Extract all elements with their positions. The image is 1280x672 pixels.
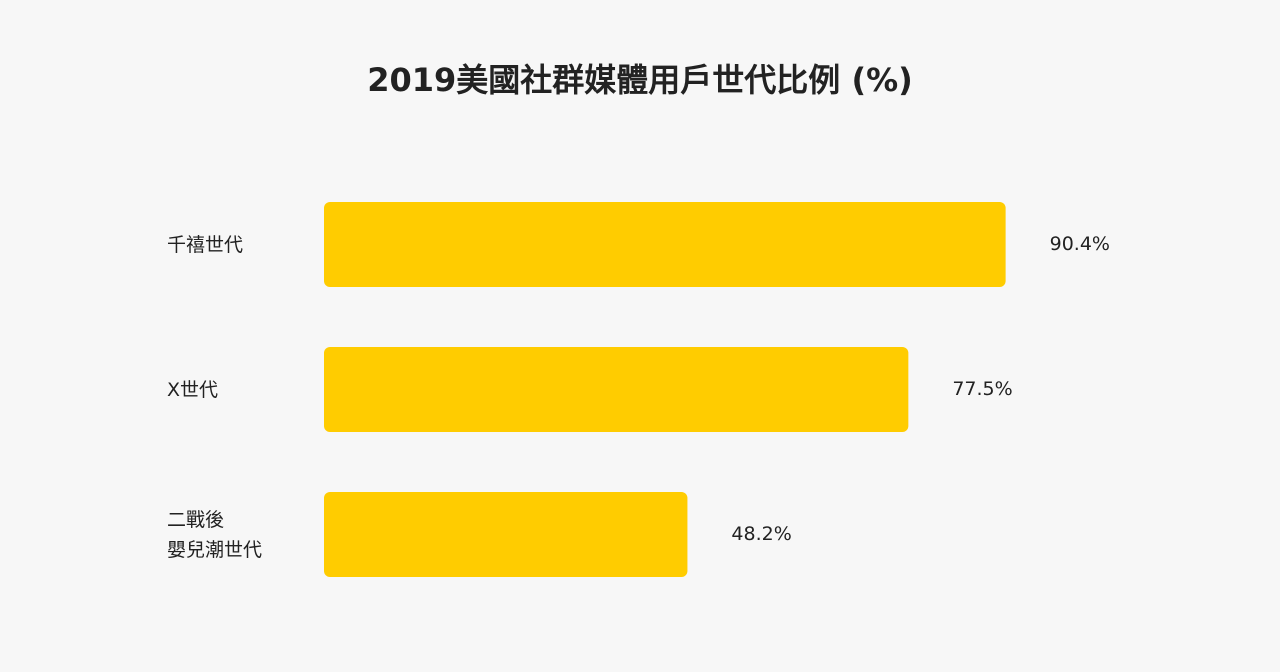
value-label: 48.2% [731, 523, 791, 545]
value-label: 77.5% [952, 378, 1012, 400]
bar [324, 347, 909, 432]
category-label: 二戰後 嬰兒潮世代 [167, 508, 263, 561]
category-label: X世代 [167, 378, 219, 401]
chart-title: 2019美國社群媒體用戶世代比例 (%) [367, 61, 913, 99]
bar [324, 202, 1006, 287]
category-label: 千禧世代 [167, 233, 244, 256]
bar [324, 492, 688, 577]
value-label: 90.4% [1050, 233, 1110, 255]
